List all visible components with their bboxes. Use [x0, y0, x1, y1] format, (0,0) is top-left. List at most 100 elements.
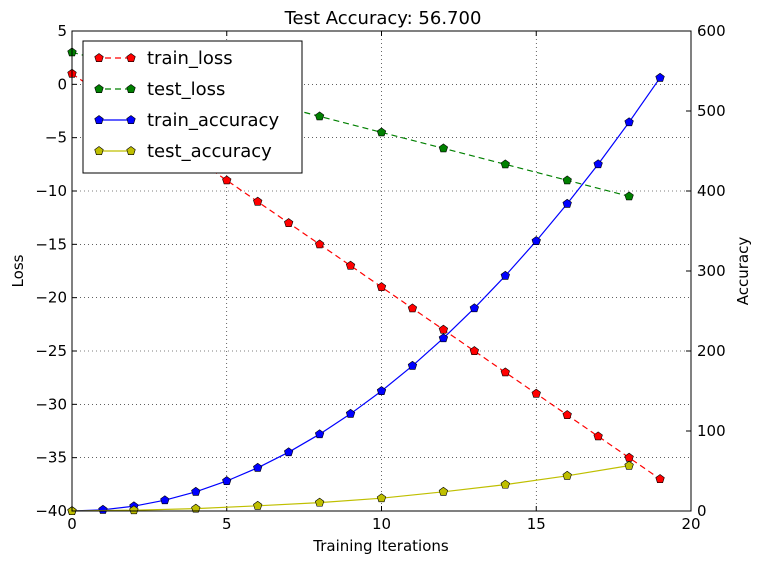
x-tick-label: 20	[681, 515, 700, 533]
data-point	[284, 218, 294, 227]
data-point	[624, 452, 634, 462]
legend-marker	[126, 115, 136, 124]
data-point	[438, 324, 449, 334]
data-point	[314, 239, 325, 249]
data-point	[500, 479, 510, 489]
data-point	[438, 333, 449, 343]
series-line	[71, 465, 630, 512]
data-point	[562, 410, 572, 419]
data-point	[98, 504, 108, 514]
x-tick-label: 15	[527, 515, 546, 533]
right-y-axis-ticks: 600 500 400 300 200 100 0	[686, 22, 726, 520]
legend-label: test_loss	[147, 79, 225, 100]
x-tick-label: 10	[372, 515, 391, 533]
series-test-accuracy	[67, 460, 634, 515]
right-y-tick-label: 400	[697, 182, 726, 200]
data-point	[562, 198, 572, 208]
data-point	[284, 447, 294, 457]
legend-entry: test_accuracy	[94, 141, 272, 162]
data-point	[593, 159, 603, 169]
left-y-tick-label: −15	[35, 235, 67, 253]
legend-marker	[94, 146, 104, 155]
data-point	[376, 127, 387, 137]
legend-marker	[126, 84, 136, 93]
right-y-tick-label: 0	[697, 502, 707, 520]
left-y-tick-label: −10	[35, 182, 67, 200]
data-point	[593, 431, 603, 441]
data-point	[345, 260, 356, 270]
left-y-tick-label: −30	[35, 395, 67, 413]
x-axis-label: Training Iterations	[312, 537, 449, 555]
data-point	[129, 505, 139, 515]
data-point	[500, 270, 510, 280]
data-point	[222, 476, 232, 485]
data-point	[469, 346, 479, 355]
left-y-tick-label: −40	[35, 502, 67, 520]
chart-title: Test Accuracy: 56.700	[284, 8, 482, 29]
data-point	[531, 388, 541, 398]
x-tick-label: 0	[67, 515, 77, 533]
data-point	[253, 462, 263, 472]
data-point	[160, 495, 170, 505]
right-y-axis-label: Accuracy	[734, 237, 752, 306]
left-y-tick-label: 5	[57, 22, 67, 40]
right-y-tick-label: 200	[697, 342, 726, 360]
legend-marker	[94, 53, 104, 62]
data-point	[345, 408, 356, 418]
series-line	[71, 77, 661, 512]
x-tick-label: 5	[222, 515, 232, 533]
data-point	[624, 117, 634, 127]
legend-entry: train_loss	[94, 48, 233, 69]
data-point	[469, 303, 479, 313]
data-point	[376, 493, 387, 503]
data-point	[253, 196, 263, 206]
data-point	[314, 111, 325, 121]
data-point	[222, 175, 232, 185]
legend-marker	[94, 115, 104, 124]
data-point	[562, 470, 572, 480]
data-point	[562, 175, 572, 185]
data-point	[438, 143, 449, 153]
right-y-tick-label: 100	[697, 422, 726, 440]
data-point	[500, 367, 510, 377]
data-point	[531, 236, 541, 245]
right-y-tick-label: 600	[697, 22, 726, 40]
data-point	[500, 159, 510, 169]
legend: train_loss test_loss train_accuracy test_ac…	[82, 40, 303, 174]
x-axis-ticks: 0 5 10 15 20	[67, 31, 701, 533]
legend-marker	[126, 53, 136, 62]
plot-frame	[71, 30, 692, 512]
legend-entry: train_accuracy	[94, 110, 279, 131]
data-point	[655, 474, 665, 483]
data-point	[407, 303, 418, 313]
right-y-tick-label: 500	[697, 102, 726, 120]
data-point	[376, 282, 387, 291]
data-point	[191, 486, 201, 496]
data-point	[407, 360, 418, 370]
data-point	[253, 500, 263, 510]
left-y-tick-label: −5	[45, 129, 67, 147]
legend-entry: test_loss	[94, 79, 225, 100]
data-point	[314, 497, 325, 507]
legend-marker	[126, 146, 136, 155]
data-point	[655, 72, 665, 82]
legend-marker	[94, 84, 104, 93]
data-point	[624, 460, 634, 470]
series-line	[71, 73, 661, 480]
left-y-tick-label: −20	[35, 289, 67, 307]
legend-label: train_accuracy	[147, 110, 279, 131]
legend-label: train_loss	[147, 48, 233, 69]
left-y-axis-label: Loss	[9, 254, 27, 287]
data-point	[376, 386, 387, 395]
data-point	[314, 429, 325, 439]
data-point	[191, 503, 201, 513]
left-y-tick-label: −35	[35, 449, 67, 467]
legend-label: test_accuracy	[147, 141, 272, 162]
right-y-tick-label: 300	[697, 262, 726, 280]
left-y-tick-label: 0	[57, 75, 67, 93]
left-y-tick-label: −25	[35, 342, 67, 360]
left-y-axis-ticks: 5 0 −5 −10 −15 −20 −25 −30 −35 −40	[35, 22, 77, 520]
data-point	[624, 191, 634, 201]
data-point	[438, 486, 449, 496]
